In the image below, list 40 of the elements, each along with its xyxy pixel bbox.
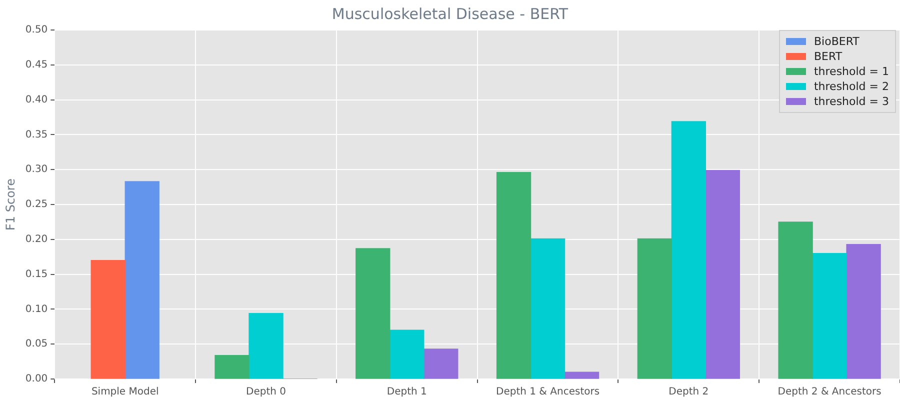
bar xyxy=(671,121,706,379)
y-tick-label: 0.50 xyxy=(25,24,48,36)
y-axis-title: F1 Score xyxy=(3,178,18,230)
bar xyxy=(846,244,881,379)
y-tick-label: 0.45 xyxy=(25,59,48,70)
y-tick-label: 0.35 xyxy=(25,129,48,140)
y-tick-label: 0.15 xyxy=(25,268,48,280)
y-tick-label: 0.05 xyxy=(25,338,48,350)
legend-label: BERT xyxy=(814,50,842,63)
x-tick-label: Depth 2 xyxy=(668,386,709,398)
bar xyxy=(496,172,532,379)
y-tick-label: 0.40 xyxy=(25,94,48,106)
y-tick-label: 0.30 xyxy=(25,164,48,176)
bar xyxy=(124,181,160,379)
x-tick-label: Depth 0 xyxy=(246,386,286,398)
bar xyxy=(214,354,250,379)
legend-label: threshold = 3 xyxy=(814,95,889,108)
bar xyxy=(424,348,458,379)
y-tick-label: 0.10 xyxy=(25,304,48,315)
y-tick-label: 0.25 xyxy=(25,199,48,210)
chart-title: Musculoskeletal Disease - BERT xyxy=(332,4,569,23)
x-tick-label: Depth 1 & Ancestors xyxy=(496,386,600,398)
x-tick-label: Depth 1 xyxy=(386,386,427,398)
bar xyxy=(530,238,566,379)
bar xyxy=(637,238,672,379)
legend-label: threshold = 2 xyxy=(814,80,889,93)
bar xyxy=(90,260,126,379)
bar xyxy=(778,222,813,379)
legend-label: BioBERT xyxy=(814,35,860,48)
bar xyxy=(390,330,424,379)
bar xyxy=(564,372,600,379)
bar xyxy=(356,248,390,379)
x-tick-label: Depth 2 & Ancestors xyxy=(778,386,882,398)
y-tick-label: 0.20 xyxy=(25,234,48,245)
y-tick-label: 0.00 xyxy=(25,374,48,385)
bar xyxy=(248,313,284,379)
x-tick-label: Simple Model xyxy=(91,386,159,398)
bar xyxy=(705,170,740,379)
legend-label: threshold = 1 xyxy=(814,65,889,78)
bar xyxy=(812,253,847,379)
